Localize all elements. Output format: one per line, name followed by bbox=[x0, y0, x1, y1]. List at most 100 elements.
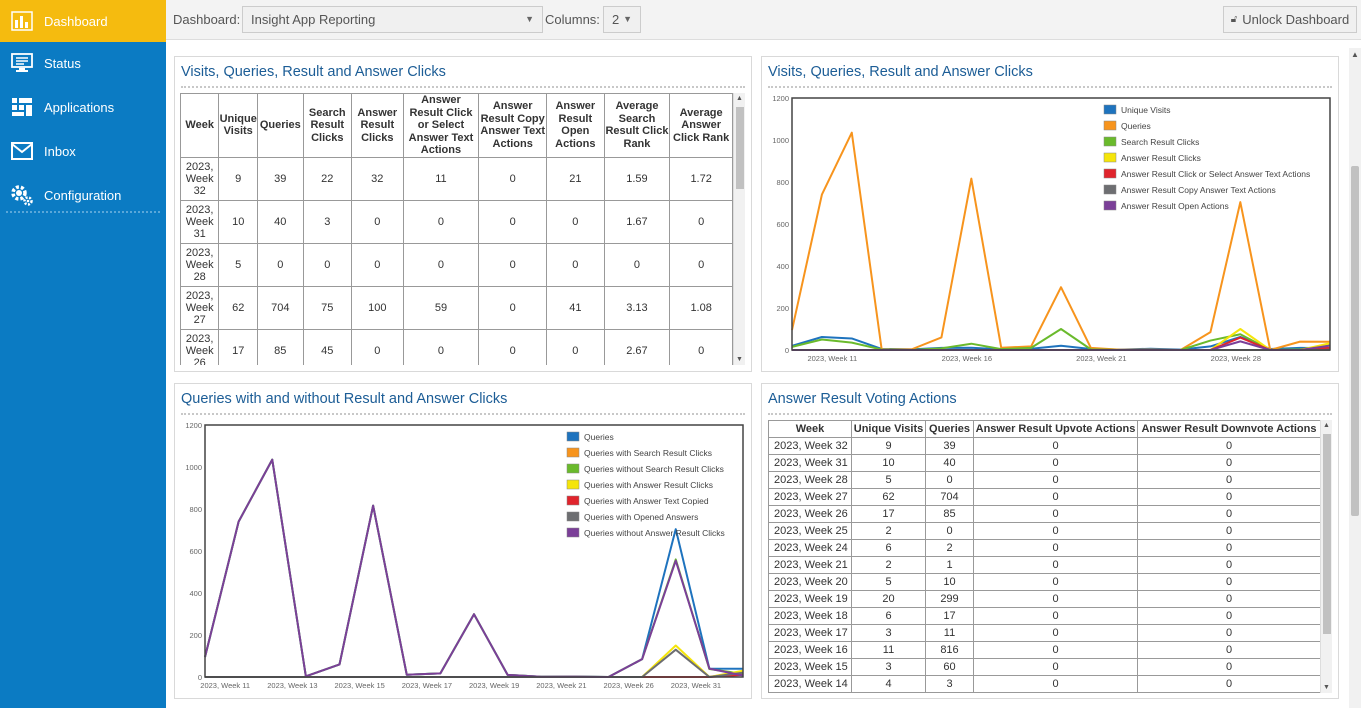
column-header[interactable]: Search Result Clicks bbox=[302, 93, 353, 158]
table-cell: 3 bbox=[851, 624, 926, 642]
table-row[interactable]: 2023, Week 26 17 85 45 0 0 0 0 2.67 0 bbox=[180, 328, 733, 365]
table-row[interactable]: 2023, Week 20 5 10 0 0 bbox=[768, 573, 1321, 591]
column-header[interactable]: Unique Visits bbox=[218, 93, 259, 158]
table-row[interactable]: 2023, Week 18 6 17 0 0 bbox=[768, 607, 1321, 625]
panel-title: Visits, Queries, Result and Answer Click… bbox=[768, 64, 1033, 80]
column-header[interactable]: Queries bbox=[257, 93, 304, 158]
table-cell: 0 bbox=[402, 242, 480, 287]
table-row[interactable]: 2023, Week 21 2 1 0 0 bbox=[768, 556, 1321, 574]
table-row[interactable]: 2023, Week 31 10 40 3 0 0 0 0 1.67 0 bbox=[180, 199, 733, 244]
table-row[interactable]: 2023, Week 24 6 2 0 0 bbox=[768, 539, 1321, 557]
table-cell: 0 bbox=[973, 488, 1138, 506]
table-cell: 704 bbox=[925, 488, 974, 506]
table-row[interactable]: 2023, Week 19 20 299 0 0 bbox=[768, 590, 1321, 608]
table-row[interactable]: 2023, Week 15 3 60 0 0 bbox=[768, 658, 1321, 676]
table-cell: 0 bbox=[1137, 522, 1321, 540]
table-row[interactable]: 2023, Week 27 62 704 75 100 59 0 41 3.13 1.08 bbox=[180, 285, 733, 330]
voting-table-panel: Answer Result Voting Actions Week Unique… bbox=[761, 383, 1339, 699]
table-row[interactable]: 2023, Week 26 17 85 0 0 bbox=[768, 505, 1321, 523]
sidebar-item-label: Applications bbox=[44, 99, 115, 115]
table-cell: 20 bbox=[851, 590, 926, 608]
sidebar-item-inbox[interactable]: Inbox bbox=[0, 130, 166, 172]
table-cell: 0 bbox=[546, 242, 605, 287]
queries-chart-panel: Queries with and without Result and Answ… bbox=[174, 383, 752, 699]
table-row[interactable]: 2023, Week 28 5 0 0 0 0 0 0 0 0 bbox=[180, 242, 733, 287]
table-cell: 0 bbox=[1137, 590, 1321, 608]
y-tick-label: 1200 bbox=[185, 421, 202, 430]
table-cell: 40 bbox=[925, 454, 974, 472]
scrollbar-thumb[interactable] bbox=[1323, 434, 1331, 634]
y-tick-label: 1000 bbox=[185, 463, 202, 472]
table-row[interactable]: 2023, Week 25 2 0 0 0 bbox=[768, 522, 1321, 540]
table-scrollbar[interactable]: ▲ ▼ bbox=[733, 93, 745, 365]
table-row[interactable]: 2023, Week 16 11 816 0 0 bbox=[768, 641, 1321, 659]
column-header[interactable]: Week bbox=[180, 93, 220, 158]
legend-label: Answer Result Open Actions bbox=[1121, 201, 1229, 211]
visits-table: Week Unique Visits Queries Search Result… bbox=[180, 93, 733, 365]
divider bbox=[181, 86, 745, 88]
main-scrollbar[interactable]: ▲ bbox=[1349, 48, 1361, 708]
table-cell: 704 bbox=[257, 285, 304, 330]
sidebar-item-label: Dashboard bbox=[44, 13, 108, 29]
x-tick-label: 2023, Week 16 bbox=[942, 354, 992, 363]
table-row[interactable]: 2023, Week 14 4 3 0 0 bbox=[768, 675, 1321, 693]
sidebar-item-label: Inbox bbox=[44, 143, 76, 159]
legend-swatch bbox=[566, 527, 580, 538]
column-header[interactable]: Week bbox=[768, 420, 852, 438]
table-row[interactable]: 2023, Week 28 5 0 0 0 bbox=[768, 471, 1321, 489]
table-cell: 85 bbox=[257, 328, 304, 365]
table-cell: 0 bbox=[402, 199, 480, 244]
column-header[interactable]: Answer Result Upvote Actions bbox=[973, 420, 1138, 438]
legend-swatch bbox=[1103, 136, 1117, 147]
sidebar-item-dashboard[interactable]: Dashboard bbox=[0, 0, 166, 42]
legend-label: Queries without Search Result Clicks bbox=[584, 464, 724, 474]
table-cell: 0 bbox=[478, 242, 548, 287]
table-row[interactable]: 2023, Week 27 62 704 0 0 bbox=[768, 488, 1321, 506]
table-cell: 2023, Week 21 bbox=[768, 556, 852, 574]
table-cell: 2023, Week 24 bbox=[768, 539, 852, 557]
bar-chart-icon bbox=[10, 10, 34, 32]
scroll-up-icon: ▲ bbox=[736, 95, 743, 102]
sidebar-item-status[interactable]: Status bbox=[0, 42, 166, 84]
column-header[interactable]: Answer Result Open Actions bbox=[546, 93, 605, 158]
column-header[interactable]: Queries bbox=[925, 420, 974, 438]
table-cell: 0 bbox=[546, 199, 605, 244]
table-cell: 100 bbox=[351, 285, 404, 330]
table-row[interactable]: 2023, Week 32 9 39 0 0 bbox=[768, 437, 1321, 455]
table-cell: 17 bbox=[851, 505, 926, 523]
legend-label: Queries bbox=[1121, 121, 1151, 131]
scrollbar-thumb[interactable] bbox=[736, 107, 744, 189]
column-header[interactable]: Average Search Result Click Rank bbox=[603, 93, 671, 158]
table-cell: 0 bbox=[1137, 573, 1321, 591]
column-header[interactable]: Average Answer Click Rank bbox=[669, 93, 733, 158]
table-cell: 2023, Week 31 bbox=[768, 454, 852, 472]
columns-select[interactable]: 2 ▼ bbox=[603, 6, 641, 33]
sidebar-item-configuration[interactable]: Configuration bbox=[0, 174, 166, 216]
dashboard-select[interactable]: Insight App Reporting ▼ bbox=[242, 6, 543, 33]
table-cell: 1 bbox=[925, 556, 974, 574]
table-cell: 2023, Week 17 bbox=[768, 624, 852, 642]
column-header[interactable]: Unique Visits bbox=[851, 420, 926, 438]
column-header[interactable]: Answer Result Click or Select Answer Tex… bbox=[402, 93, 480, 158]
column-header[interactable]: Answer Result Clicks bbox=[351, 93, 404, 158]
table-cell: 2.67 bbox=[603, 328, 671, 365]
table-cell: 6 bbox=[851, 607, 926, 625]
table-cell: 0 bbox=[603, 242, 671, 287]
visits-line-chart: 0 200 400 600 800 1000 1200 2023, Week 11 2023, … bbox=[772, 94, 1331, 363]
column-header[interactable]: Answer Result Downvote Actions bbox=[1137, 420, 1321, 438]
table-cell: 0 bbox=[973, 522, 1138, 540]
table-row[interactable]: 2023, Week 31 10 40 0 0 bbox=[768, 454, 1321, 472]
table-row[interactable]: 2023, Week 32 9 39 22 32 11 0 21 1.59 1.72 bbox=[180, 156, 733, 201]
table-cell: 0 bbox=[546, 328, 605, 365]
scrollbar-thumb[interactable] bbox=[1351, 166, 1359, 516]
x-tick-label: 2023, Week 11 bbox=[200, 681, 250, 690]
unlock-dashboard-button[interactable]: 🔓︎ Unlock Dashboard bbox=[1223, 6, 1357, 33]
sidebar-item-applications[interactable]: Applications bbox=[0, 86, 166, 128]
table-cell: 62 bbox=[218, 285, 259, 330]
table-cell: 0 bbox=[925, 471, 974, 489]
table-row[interactable]: 2023, Week 17 3 11 0 0 bbox=[768, 624, 1321, 642]
column-header[interactable]: Answer Result Copy Answer Text Actions bbox=[478, 93, 548, 158]
table-cell: 0 bbox=[973, 573, 1138, 591]
table-scrollbar[interactable]: ▲ ▼ bbox=[1320, 420, 1332, 693]
table-cell: 0 bbox=[1137, 437, 1321, 455]
